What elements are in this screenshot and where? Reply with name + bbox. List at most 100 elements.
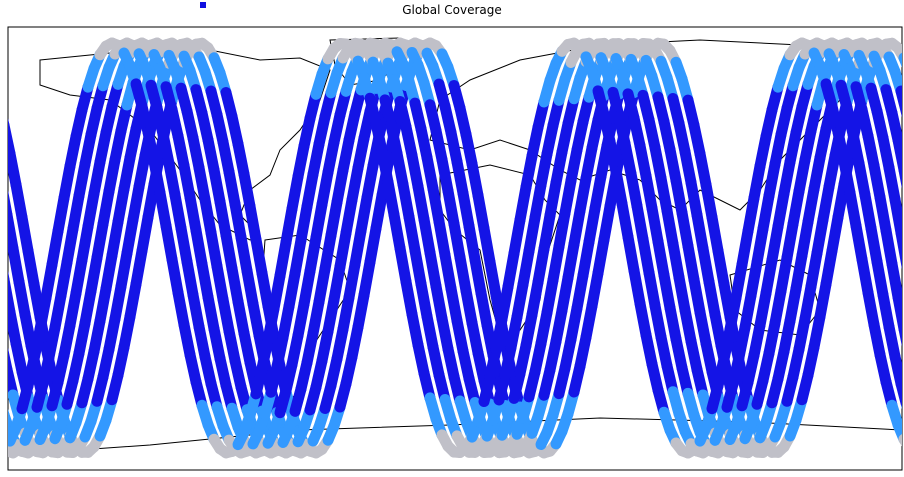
track-segment	[577, 236, 595, 281]
track-segment	[13, 276, 31, 320]
track-segment	[745, 256, 763, 302]
track-segment	[403, 211, 421, 256]
track-segment	[538, 209, 556, 255]
track-segment	[844, 187, 862, 232]
track-segment	[106, 216, 124, 261]
track-segment	[562, 238, 580, 284]
track-segment	[349, 225, 367, 270]
track-segment	[55, 256, 73, 302]
track-segment	[559, 175, 577, 219]
track-segment	[184, 191, 202, 236]
track-segment	[190, 224, 208, 270]
track-segment	[547, 241, 565, 286]
track-segment	[766, 220, 784, 266]
track-segment	[235, 231, 253, 277]
track-segment	[175, 222, 193, 268]
track-segment	[388, 209, 406, 254]
track-segment	[112, 183, 130, 228]
track-segment	[310, 198, 328, 244]
track-segment	[121, 214, 139, 259]
track-segment	[736, 225, 754, 271]
track-segment	[670, 174, 688, 219]
track-segment	[583, 203, 601, 248]
track-segment	[730, 259, 748, 304]
track-segment	[805, 247, 823, 292]
track-segment	[775, 252, 793, 297]
track-segment	[463, 220, 481, 266]
track-segment	[97, 185, 115, 230]
track-segment	[457, 187, 475, 232]
track-segment	[631, 200, 649, 245]
track-segment	[8, 209, 19, 254]
track-segment	[67, 190, 85, 235]
track-segment	[469, 254, 487, 299]
track-segment	[856, 253, 874, 299]
track-segment	[817, 181, 835, 226]
track-segment	[211, 260, 229, 305]
track-segment	[433, 216, 451, 261]
track-segment	[313, 263, 331, 308]
track-segment	[52, 192, 70, 237]
track-segment	[556, 272, 574, 316]
track-segment	[409, 244, 427, 290]
track-segment	[508, 214, 526, 259]
track-segment	[691, 209, 709, 254]
track-segment	[622, 231, 640, 276]
track-segment	[874, 191, 892, 236]
track-segment	[394, 242, 412, 288]
track-segment	[154, 187, 172, 232]
track-segment	[592, 234, 610, 279]
track-segment	[10, 179, 28, 223]
track-segment	[859, 189, 877, 234]
track-segment	[166, 253, 184, 299]
track-segment	[424, 247, 442, 292]
track-segment	[250, 234, 268, 279]
track-segment	[319, 229, 337, 275]
track-segment	[76, 220, 94, 266]
track-segment	[40, 259, 58, 304]
track-segment	[91, 218, 109, 264]
track-segment	[772, 188, 790, 232]
track-segment	[790, 249, 808, 295]
track-segment	[100, 249, 118, 295]
track-segment	[220, 229, 238, 275]
track-segment	[526, 276, 544, 321]
track-segment	[229, 198, 247, 243]
track-segment	[685, 176, 703, 221]
track-segment	[343, 258, 361, 303]
track-segment	[568, 205, 586, 250]
track-segment	[628, 264, 646, 309]
track-segment	[892, 291, 902, 334]
track-segment	[871, 256, 889, 301]
track-segment	[811, 214, 829, 259]
map-title: Global Coverage	[402, 3, 502, 17]
track-segment	[658, 269, 676, 314]
track-segment	[802, 183, 820, 228]
track-segment	[70, 254, 88, 299]
track-segment	[268, 270, 286, 315]
track-segment	[532, 243, 550, 288]
track-segment	[181, 256, 199, 301]
track-segment	[61, 223, 79, 268]
track-segment	[820, 245, 838, 290]
track-segment	[865, 222, 883, 268]
track-segment	[283, 267, 301, 312]
track-segment	[703, 276, 721, 320]
track-segment	[130, 245, 148, 290]
track-segment	[46, 225, 64, 271]
track-segment	[355, 192, 373, 237]
track-segment	[256, 267, 274, 312]
track-segment	[340, 194, 358, 239]
track-segment	[8, 242, 25, 288]
track-segment	[616, 198, 634, 243]
track-segment	[382, 176, 400, 221]
track-segment	[328, 261, 346, 306]
track-segment	[454, 251, 472, 297]
track-segment	[85, 252, 103, 297]
track-segment	[478, 222, 496, 268]
track-segment	[712, 245, 730, 290]
track-segment	[427, 183, 445, 228]
track-segment	[757, 190, 775, 235]
track-segment	[850, 220, 868, 265]
